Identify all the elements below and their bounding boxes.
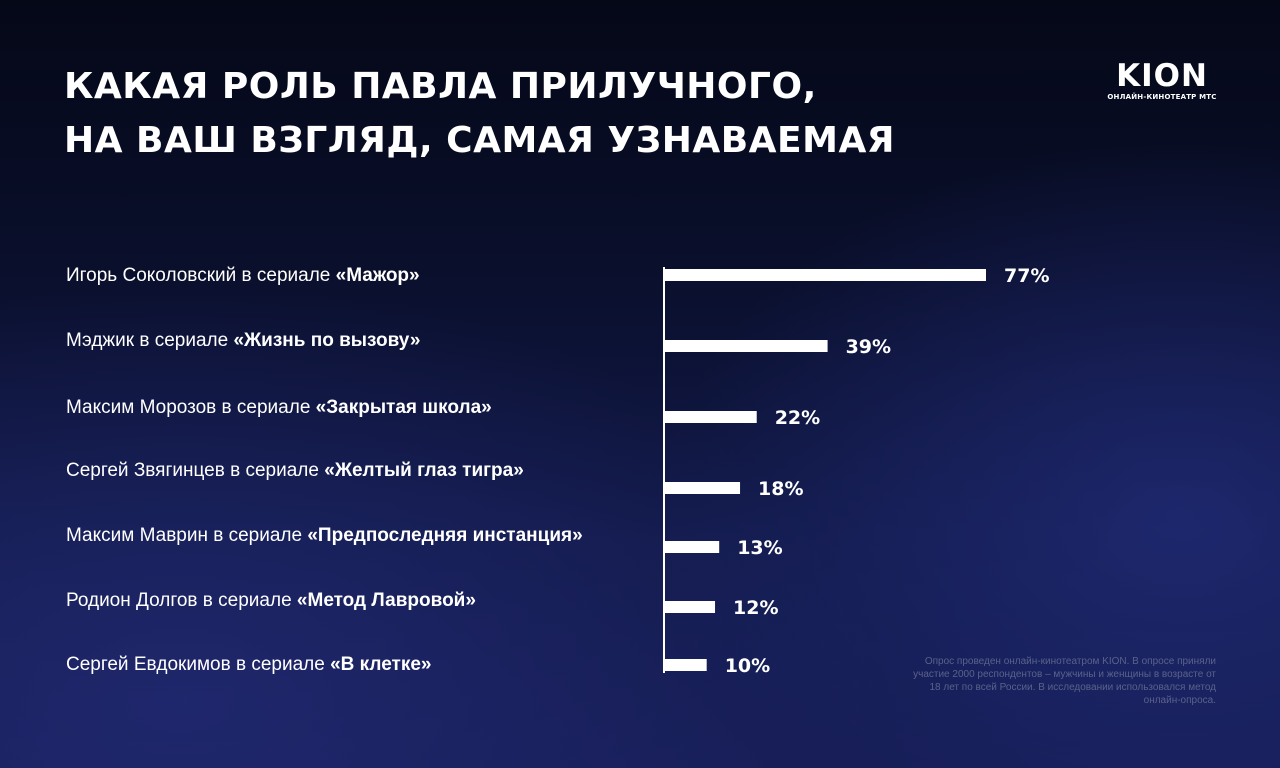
value-label-6: 12% [733,597,778,619]
category-label-1-role: Игорь Соколовский в сериале [66,265,336,286]
category-label-2-role: Мэджик в сериале [66,330,234,351]
survey-note: Опрос проведен онлайн-кинотеатром KION. … [913,656,1216,706]
kion-logo: KION ОНЛАЙН-КИНОТЕАТР МТС [1104,60,1220,102]
category-label-7: Сергей Евдокимов в сериале «В клетке» [66,654,432,676]
category-label-3-show: «Закрытая школа» [315,397,492,418]
value-label-4: 18% [758,478,803,500]
category-label-3: Максим Морозов в сериале «Закрытая школа… [66,397,492,419]
chart-title-line-2: НА ВАШ ВЗГЛЯД, САМАЯ УЗНАВАЕМАЯ [64,120,896,161]
bar-1 [665,269,986,281]
category-label-3-role: Максим Морозов в сериале [66,397,316,418]
category-label-4-role: Сергей Звягинцев в сериале [66,460,325,481]
category-label-7-role: Сергей Евдокимов в сериале [66,654,331,675]
value-label-5: 13% [737,537,782,559]
category-label-6-role: Родион Долгов в сериале [66,590,297,611]
bar-4 [665,482,741,494]
category-label-5: Максим Маврин в сериале «Предпоследняя и… [66,525,583,547]
bar-7 [665,659,707,671]
category-label-2-show: «Жизнь по вызову» [233,330,421,351]
value-label-7: 10% [725,655,770,677]
category-label-4-show: «Желтый глаз тигра» [324,460,524,481]
bar-6 [665,601,716,613]
bar-5 [665,541,720,553]
category-label-4: Сергей Звягинцев в сериале «Желтый глаз … [66,460,524,482]
chart-title-line-1: КАКАЯ РОЛЬ ПАВЛА ПРИЛУЧНОГО, [64,66,817,107]
category-label-7-show: «В клетке» [330,654,432,675]
category-label-6: Родион Долгов в сериале «Метод Лавровой» [66,590,476,612]
bar-2 [665,340,828,352]
category-label-2: Мэджик в сериале «Жизнь по вызову» [66,330,420,352]
bar-3 [665,411,757,423]
category-label-1-show: «Мажор» [335,265,420,286]
chart-title: КАКАЯ РОЛЬ ПАВЛА ПРИЛУЧНОГО, НА ВАШ ВЗГЛ… [64,60,895,168]
value-label-2: 39% [846,336,891,358]
category-label-1: Игорь Соколовский в сериале «Мажор» [66,265,420,287]
kion-logo-mark: KION [1116,58,1208,94]
category-label-6-show: «Метод Лавровой» [296,590,476,611]
value-label-1: 77% [1004,265,1049,287]
category-label-5-show: «Предпоследняя инстанция» [307,525,583,546]
kion-logo-subtitle: ОНЛАЙН-КИНОТЕАТР МТС [1107,93,1217,101]
category-label-5-role: Максим Маврин в сериале [66,525,308,546]
value-label-3: 22% [775,407,820,429]
